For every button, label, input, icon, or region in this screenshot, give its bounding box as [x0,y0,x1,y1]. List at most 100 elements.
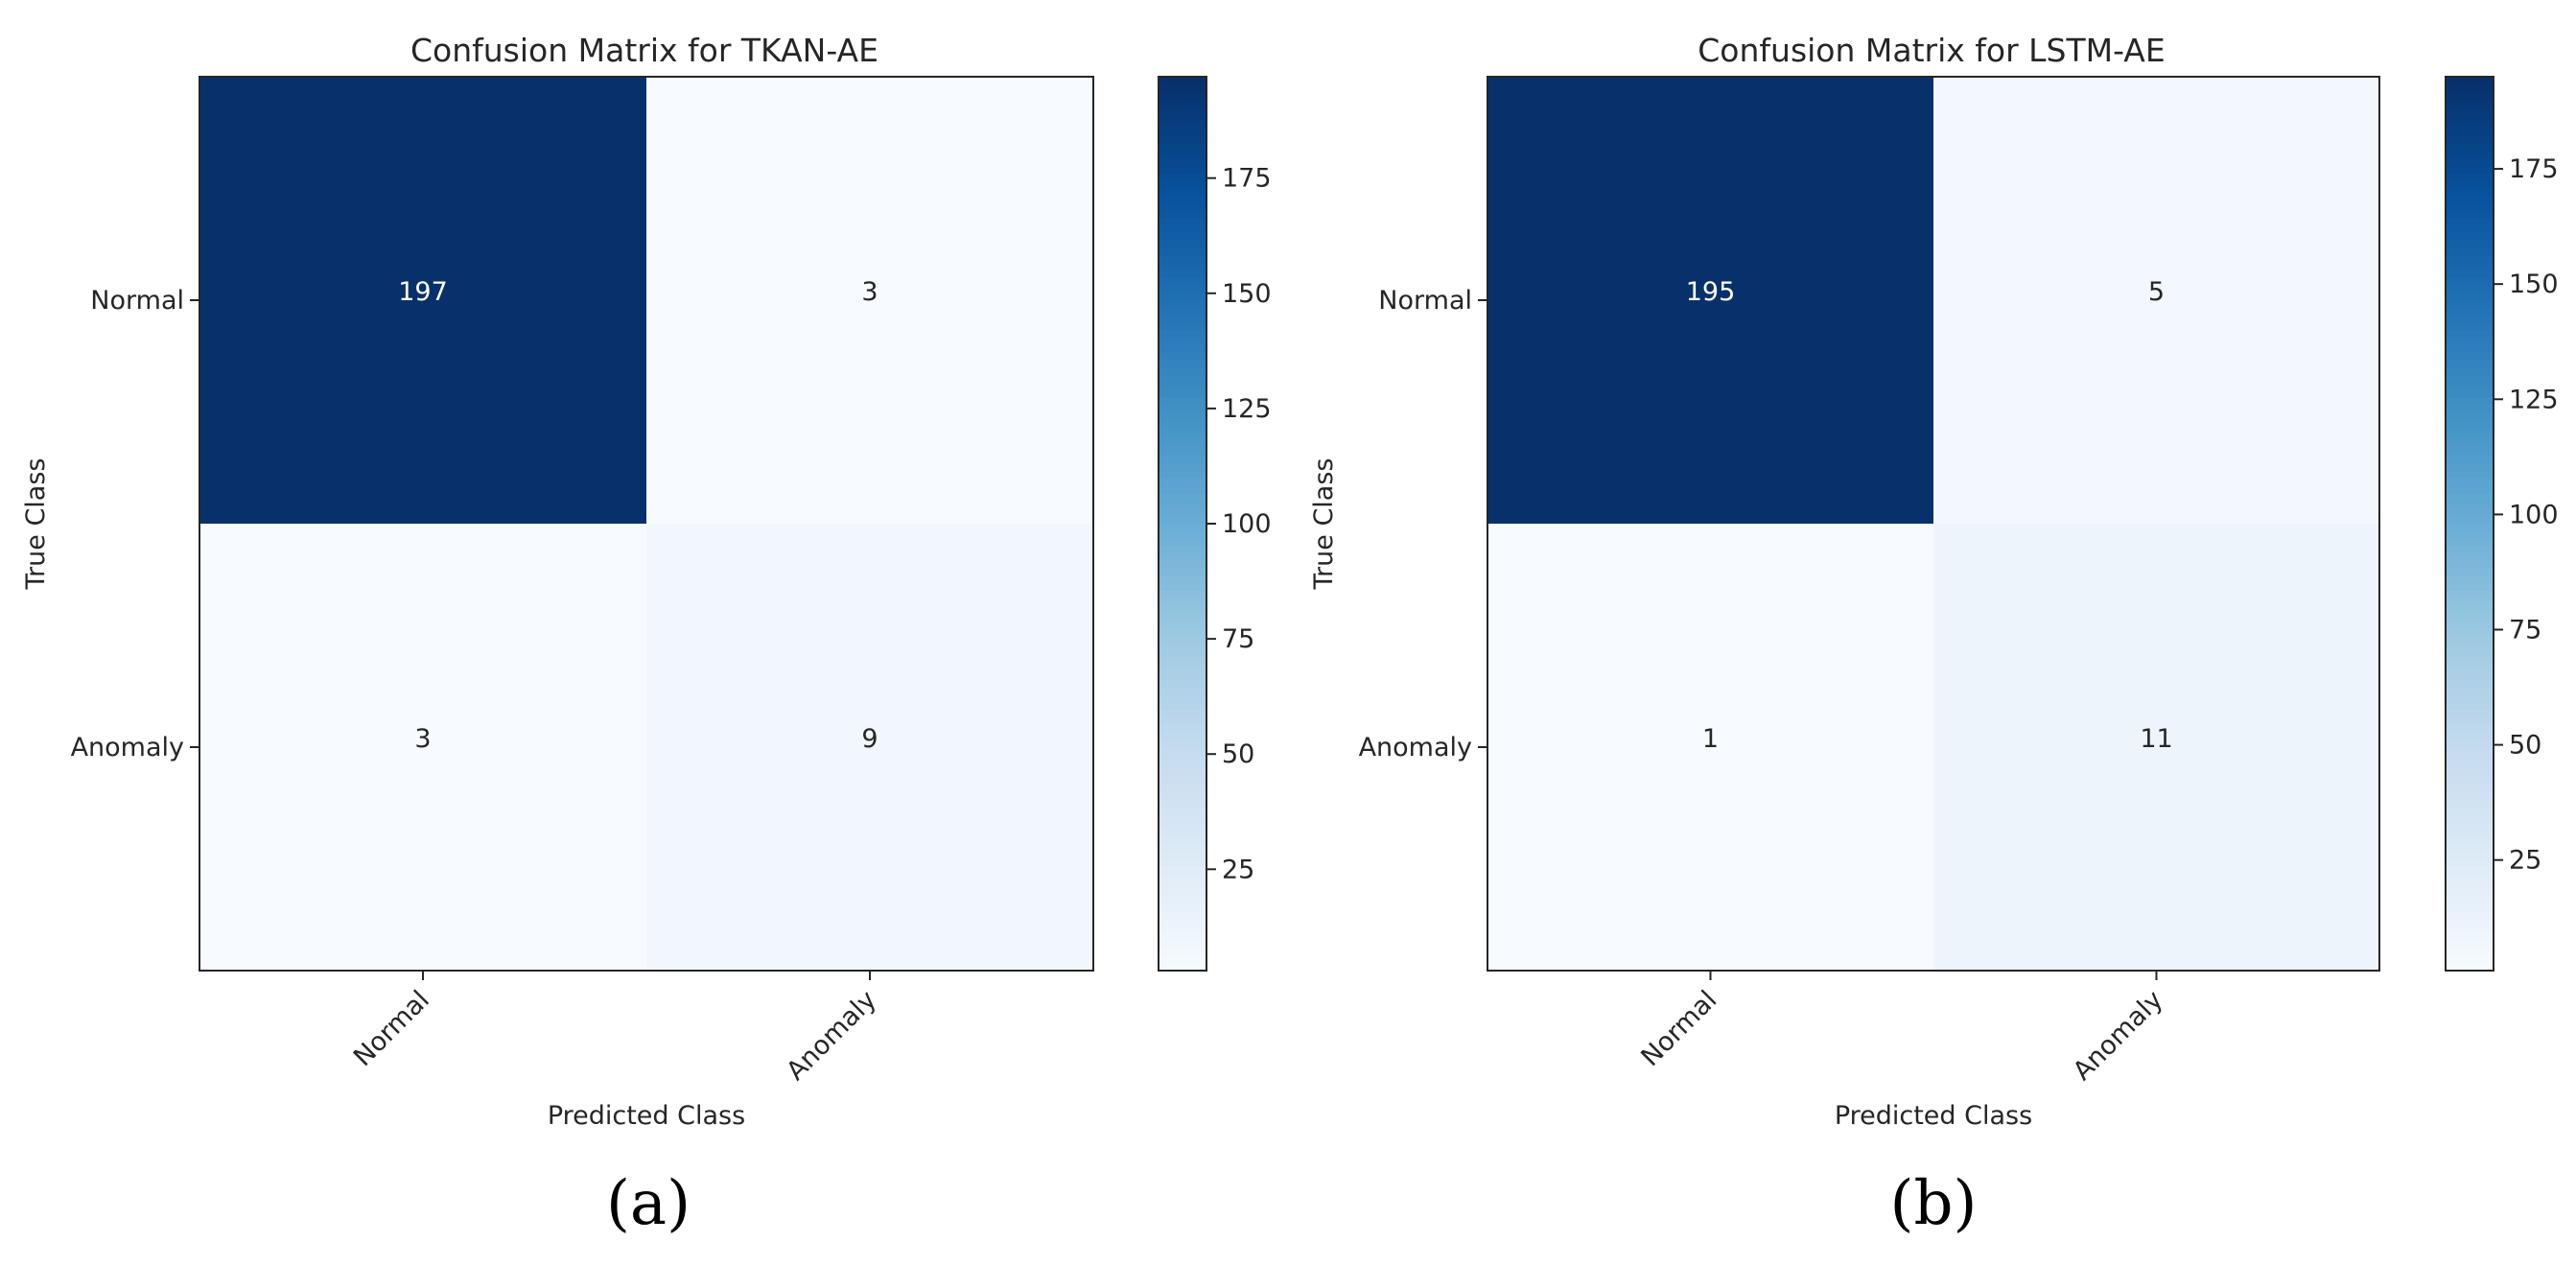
y-axis-label: True Class [1309,458,1339,591]
y-tick-label: Normal [1378,286,1472,316]
colorbar-band [2446,665,2494,673]
colorbar-tick-label: 25 [1222,855,1254,884]
colorbar-band [1159,955,1206,964]
colorbar-band [1159,880,1206,890]
colorbar-band [1159,546,1206,554]
colorbar-band [2446,702,2494,711]
colorbar-band [1159,918,1206,926]
colorbar-band [2446,106,2494,115]
colorbar-band [1159,285,1206,293]
colorbar-band [2446,233,2494,242]
cell-anomaly-normal [199,524,647,972]
cell-normal-anomaly [646,77,1094,525]
x-tick-label: Anomaly [2068,985,2169,1087]
colorbar-band [2446,687,2494,696]
colorbar-band [1159,590,1206,599]
cell-value-label: 5 [2148,277,2165,307]
colorbar-band [1159,196,1206,204]
colorbar-band [2446,396,2494,406]
colorbar-band [1159,613,1206,621]
colorbar-band [1159,754,1206,763]
colorbar-band [2446,777,2494,785]
colorbar-band [2446,419,2494,428]
colorbar-band [1159,210,1206,220]
colorbar-band [2446,910,2494,920]
colorbar-band [1159,389,1206,398]
colorbar-band [2446,225,2494,234]
x-tick-label: Normal [1635,985,1722,1072]
colorbar-band [1159,106,1206,115]
panel-caption: (b) [1890,1168,1978,1239]
colorbar-band [2446,210,2494,220]
colorbar-band [1159,158,1206,167]
colorbar-band [1159,680,1206,689]
colorbar-band [1159,188,1206,197]
colorbar-band [1159,784,1206,793]
colorbar-band [2446,501,2494,510]
colorbar-band [1159,129,1206,137]
colorbar-band [2446,255,2494,264]
colorbar-band [2446,352,2494,361]
colorbar-band [2446,903,2494,912]
cell-value-label: 197 [398,277,448,307]
colorbar-band [1159,486,1206,495]
colorbar-band [2446,710,2494,718]
colorbar-band [1159,769,1206,778]
colorbar-band [1159,508,1206,517]
colorbar-band [2446,546,2494,554]
cell-anomaly-anomaly [1933,524,2380,972]
cell-normal-normal [1487,77,1934,525]
colorbar-band [2446,411,2494,420]
colorbar-band [1159,620,1206,629]
colorbar-band [2446,218,2494,226]
colorbar-band [1159,255,1206,264]
colorbar-frame [2445,76,2494,972]
colorbar-band [2446,374,2494,384]
y-tick-label: Normal [90,286,184,316]
colorbar-band [1159,813,1206,823]
colorbar-band [2446,635,2494,644]
colorbar-band [1159,516,1206,525]
colorbar-band [2446,382,2494,390]
colorbar-band [1159,821,1206,831]
colorbar-band [1159,83,1206,93]
colorbar-band [1159,643,1206,651]
colorbar-band [2446,404,2494,413]
colorbar-band [1159,173,1206,182]
colorbar-tick-label: 175 [1222,164,1272,194]
colorbar-band [2446,896,2494,904]
colorbar-band [2446,680,2494,689]
colorbar-band [2446,739,2494,748]
colorbar-band [2446,285,2494,293]
cell-value-label: 1 [1702,724,1719,754]
colorbar-band [1159,136,1206,145]
cell-value-label: 195 [1686,277,1736,307]
colorbar-band [2446,315,2494,323]
colorbar-band [2446,762,2494,770]
colorbar-band [2446,270,2494,279]
colorbar-band [1159,315,1206,323]
colorbar-band [2446,91,2494,100]
colorbar-band [1159,366,1206,376]
colorbar-band [2446,963,2494,972]
x-axis-label: Predicted Class [548,1101,745,1131]
colorbar-band [2446,933,2494,942]
colorbar-band [2446,277,2494,287]
colorbar-band [2446,247,2494,256]
colorbar-band [2446,940,2494,950]
colorbar-tick-label: 75 [1222,624,1254,654]
colorbar-band [2446,643,2494,651]
colorbar-band [2446,613,2494,621]
colorbar-band [1159,791,1206,800]
colorbar-band [1159,910,1206,920]
colorbar-band [1159,300,1206,309]
colorbar-band [1159,113,1206,123]
colorbar-band [1159,874,1206,882]
colorbar-band [1159,888,1206,897]
panel-a: Confusion Matrix for TKAN-AE 197 3 3 9 Norm… [21,32,1272,1239]
colorbar-band [2446,694,2494,703]
colorbar-band [2446,151,2494,160]
colorbar-band [1159,716,1206,726]
chart-title: Confusion Matrix for TKAN-AE [410,32,878,69]
